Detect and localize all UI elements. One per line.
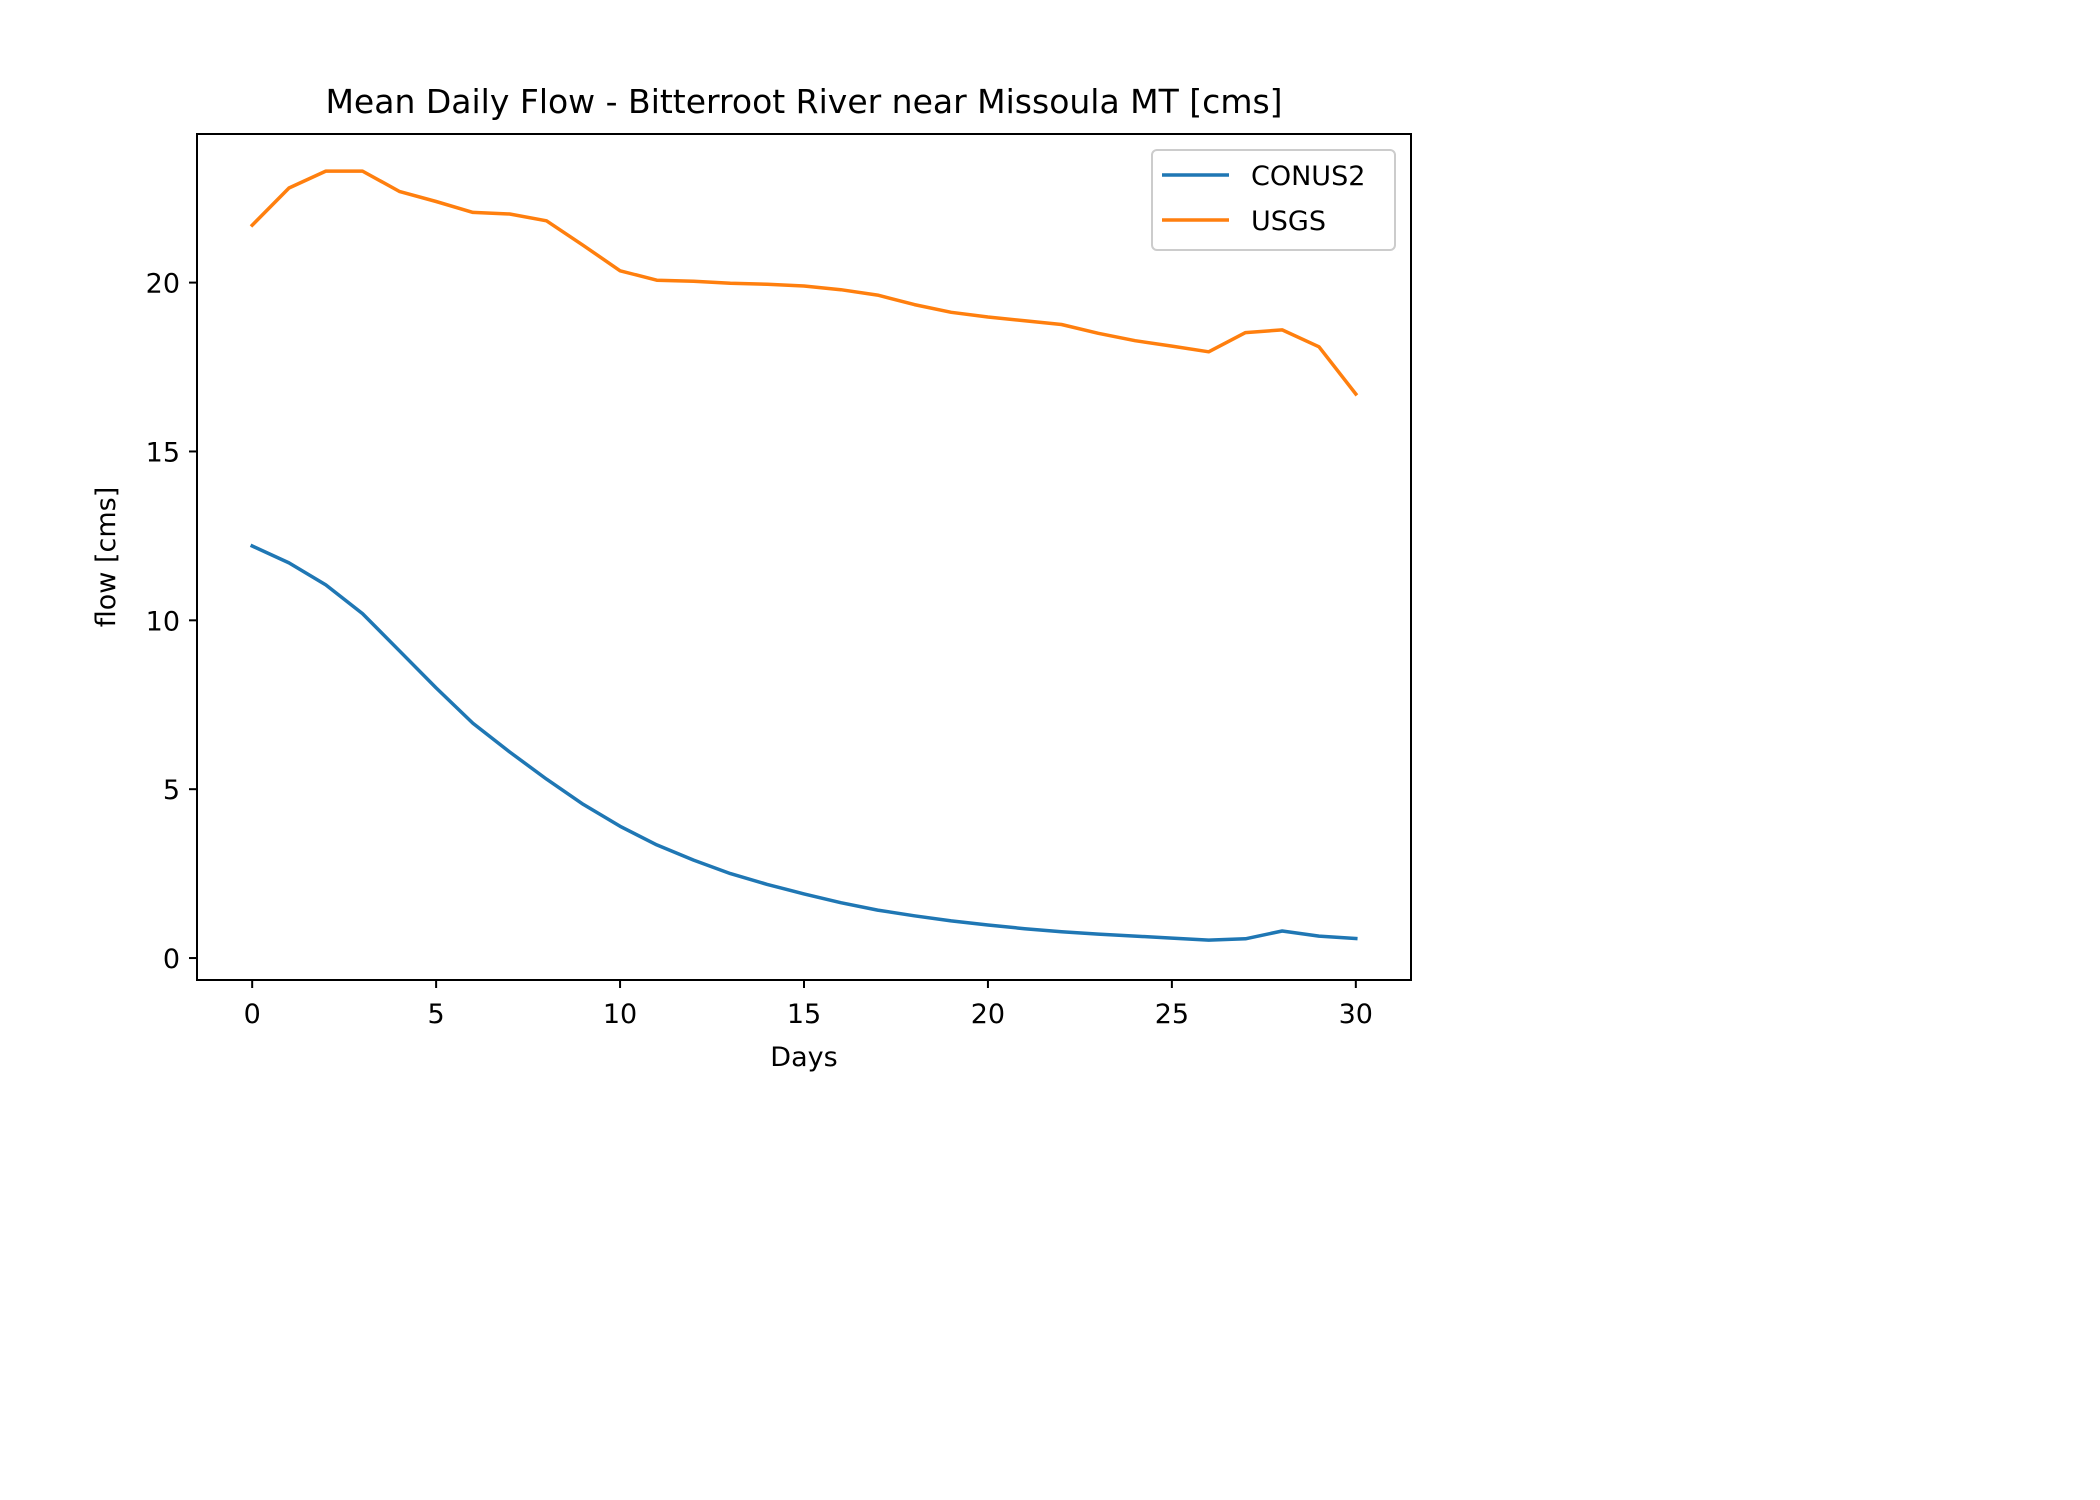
y-tick-label: 0 — [163, 944, 180, 975]
x-tick-label: 15 — [787, 999, 821, 1030]
x-tick-label: 30 — [1339, 999, 1373, 1030]
x-tick-label: 5 — [428, 999, 445, 1030]
chart-figure: Mean Daily Flow - Bitterroot River near … — [91, 82, 1412, 1073]
legend-label-usgs: USGS — [1251, 206, 1326, 237]
y-tick-label: 20 — [146, 269, 180, 300]
y-tick-label: 10 — [146, 606, 180, 637]
series-line-conus2 — [249, 543, 1358, 942]
x-tick-label: 0 — [244, 999, 261, 1030]
x-tick-label: 25 — [1155, 999, 1189, 1030]
legend-label-conus2: CONUS2 — [1251, 161, 1365, 192]
y-axis: 0 5 10 15 20 — [146, 269, 197, 975]
chart-title: Mean Daily Flow - Bitterroot River near … — [325, 82, 1282, 121]
legend: CONUS2 USGS — [1151, 149, 1396, 251]
series-line-usgs — [249, 169, 1359, 397]
y-axis-label: flow [cms] — [91, 487, 122, 627]
x-axis: 0 5 10 15 20 25 30 — [244, 980, 1373, 1030]
x-tick-label: 20 — [971, 999, 1005, 1030]
y-tick-label: 5 — [163, 775, 180, 806]
series-layer — [249, 169, 1359, 942]
x-tick-label: 10 — [603, 999, 637, 1030]
y-tick-label: 15 — [146, 437, 180, 468]
x-axis-label: Days — [770, 1042, 837, 1073]
